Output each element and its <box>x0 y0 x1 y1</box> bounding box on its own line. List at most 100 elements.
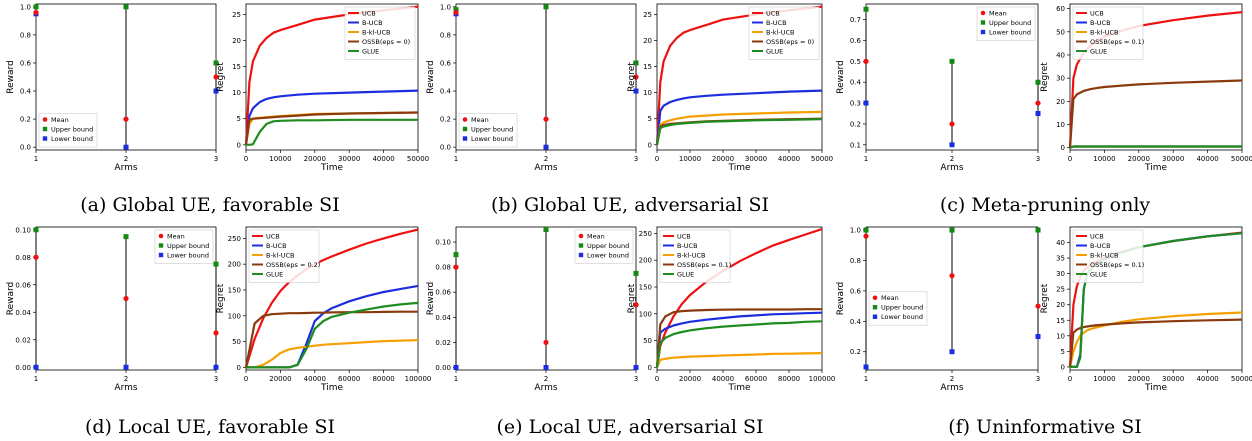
x-tick-label: 20000 <box>712 155 734 163</box>
chart-d-reward: 1 2 3 0.00 0.02 0.04 0.06 0.08 0.10 Arms Reward Mea… <box>6 226 219 393</box>
series-line <box>244 89 419 145</box>
x-axis-label: Arms <box>534 383 557 393</box>
x-tick-label: 3 <box>1036 375 1040 383</box>
x-axis-label: Arms <box>940 383 963 393</box>
mean-marker <box>213 74 219 80</box>
x-tick-label: 1 <box>864 155 868 163</box>
series-line <box>655 308 822 368</box>
series-line <box>1069 145 1242 149</box>
series-line <box>1068 311 1243 368</box>
y-tick-label: 200 <box>228 261 241 269</box>
y-tick-label: 25 <box>643 11 652 19</box>
y-tick-label: 20 <box>1056 98 1065 106</box>
y-tick-label: 0 <box>648 141 652 149</box>
y-tick-label: 0 <box>237 141 241 149</box>
series-line <box>655 311 823 368</box>
y-tick-label: 0.08 <box>435 264 451 272</box>
x-tick-label: 2 <box>544 375 548 383</box>
y-tick-label: 50 <box>643 337 652 345</box>
lower-bound-marker <box>453 364 459 370</box>
mean-marker <box>33 9 39 16</box>
legend-label: GLUE <box>1090 47 1107 55</box>
mean-marker <box>453 9 459 16</box>
legend-lower-marker <box>158 252 164 258</box>
chart-f-reward: 1 2 3 0.2 0.4 0.6 0.8 1.0 Arms Reward Mean Upper bo… <box>836 227 1041 393</box>
legend-label: Mean <box>471 116 489 124</box>
chart-a-regret: 0 10000 20000 30000 40000 50000 0 5 10 15 20 25 Time… <box>216 3 429 173</box>
series-line <box>246 339 419 369</box>
y-tick-label: 1.0 <box>440 3 451 11</box>
lower-bound-marker <box>633 364 639 370</box>
legend-label: Upper bound <box>587 242 629 250</box>
legend-label: Lower bound <box>989 28 1031 36</box>
y-tick-label: 100 <box>228 312 241 320</box>
lower-bound-marker <box>863 364 869 370</box>
upper-bound-marker <box>543 227 549 233</box>
y-tick-label: 50 <box>1056 28 1065 36</box>
legend-label: UCB <box>362 9 376 17</box>
caption-a: (a) Global UE, favorable SI <box>80 194 339 216</box>
upper-bound-marker <box>123 234 129 240</box>
legend-mean-marker <box>578 233 584 239</box>
y-tick-label: 60 <box>1056 5 1065 13</box>
legend-label: UCB <box>677 232 691 240</box>
legend-label: Lower bound <box>51 135 93 143</box>
x-tick-label: 100000 <box>809 375 836 383</box>
mean-marker <box>633 74 639 80</box>
legend-label: Lower bound <box>587 251 629 259</box>
y-tick-label: 0.04 <box>15 309 31 317</box>
plots-layer: 1 2 30.00.20.40.60.81.0ArmsRewardMeanUpper… <box>6 3 1252 393</box>
mean-marker <box>543 339 549 346</box>
chart-e-reward: 1 2 3 0.00 0.02 0.04 0.06 0.08 0.10 Arms Reward Mea… <box>426 226 639 393</box>
x-axis-label: Time <box>727 163 750 173</box>
upper-bound-marker <box>949 58 955 64</box>
legend-mean-marker <box>462 117 468 122</box>
mean-marker <box>543 116 549 122</box>
legend-label: B-kl-UCB <box>266 251 294 259</box>
x-tick-label: 1 <box>34 155 38 163</box>
x-tick-label: 3 <box>214 155 218 163</box>
x-axis-label: Time <box>320 163 343 173</box>
x-tick-label: 40000 <box>1196 155 1218 163</box>
upper-bound-marker <box>123 4 129 10</box>
legend-label: B-UCB <box>362 19 383 27</box>
x-tick-label: 3 <box>214 375 218 383</box>
legend-label: GLUE <box>1090 270 1107 278</box>
y-tick-label: 0 <box>648 364 652 372</box>
x-axis-label: Arms <box>114 383 137 393</box>
y-axis-label: Regret <box>1040 283 1050 313</box>
x-tick-label: 3 <box>634 155 638 163</box>
y-axis-label: Regret <box>1040 62 1050 92</box>
upper-bound-marker <box>453 252 459 258</box>
x-tick-label: 40000 <box>304 375 326 383</box>
y-tick-label: 0.3 <box>850 100 861 108</box>
legend-frame <box>574 229 634 264</box>
legend-label: B-kl-UCB <box>362 28 390 36</box>
y-tick-label: 50 <box>232 338 241 346</box>
y-tick-label: 0.2 <box>20 116 31 124</box>
lower-bound-marker <box>633 88 639 94</box>
x-tick-label: 30000 <box>338 155 360 163</box>
legend-upper-marker <box>462 126 468 132</box>
x-tick-label: 40000 <box>778 155 800 163</box>
x-tick-label: 50000 <box>1231 155 1252 163</box>
legend-lower-marker <box>578 252 584 258</box>
y-tick-label: 10 <box>232 89 241 97</box>
legend-label: UCB <box>1090 9 1104 17</box>
legend-label: B-kl-UCB <box>677 251 705 259</box>
legend-label: Mean <box>51 116 69 124</box>
mean-marker <box>633 302 639 308</box>
mean-marker <box>123 116 129 122</box>
y-axis-label: Reward <box>836 60 846 94</box>
legend-label: GLUE <box>362 47 379 55</box>
legend-upper-marker <box>578 243 584 248</box>
legend-label: B-kl-UCB <box>1090 28 1118 36</box>
mean-marker <box>1035 303 1041 309</box>
series-line <box>1068 318 1243 368</box>
mean-marker <box>949 121 955 127</box>
y-axis-label: Reward <box>836 282 846 316</box>
legend-mean-marker <box>872 295 878 301</box>
x-axis-label: Time <box>1144 163 1167 173</box>
